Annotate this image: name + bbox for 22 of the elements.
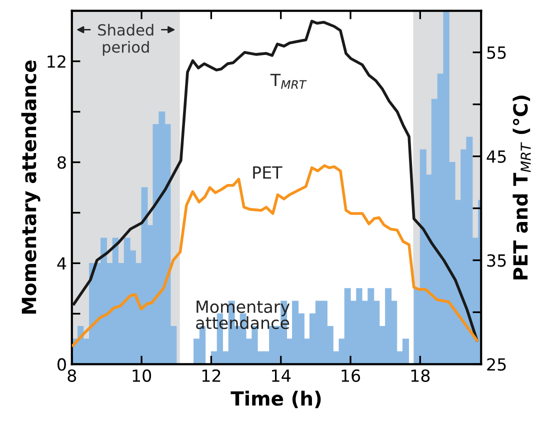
x-tick-label: 12 [202,369,220,382]
x-tick-label: 14 [272,370,291,382]
x-tick-label: 18 [411,369,430,382]
series-label: T$_{MRT}$ [270,74,307,89]
y-tick-label: 8 [58,156,66,169]
series-label: Momentary attendance [196,300,290,330]
y2-tick-label: 55 [487,46,506,59]
band-label: Shaded period [98,24,154,56]
x-tick-label: 8 [68,369,76,382]
x-tick-label: 16 [342,369,360,382]
y-axis-title: Momentary attendance [21,60,40,314]
y-tick-label: 0 [58,358,66,371]
y-tick-label: 4 [57,257,66,270]
y2-tick-label: 35 [487,254,506,267]
x-axis-title: Time (h) [230,390,321,408]
y2-tick-label: 45 [486,150,506,163]
y2-tick-label: 25 [487,358,506,371]
line-series [72,20,478,342]
x-tick-label: 10 [132,369,152,382]
series-label: PET [253,166,282,179]
y2-axis-title: PET and T$_{MRT}$ (°C) [512,96,531,280]
y-tick-label: 12 [48,55,66,68]
